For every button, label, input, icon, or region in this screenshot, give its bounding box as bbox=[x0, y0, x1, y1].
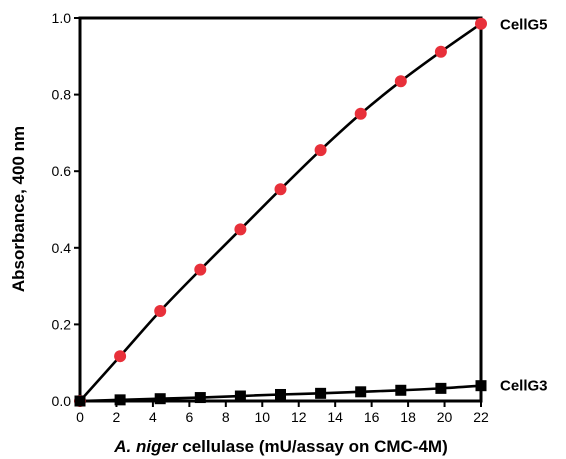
fit-curve-circles bbox=[79, 22, 482, 402]
data-point-square bbox=[194, 392, 206, 404]
plot-frame bbox=[78, 16, 483, 403]
y-tick-label: 0.0 bbox=[52, 393, 72, 409]
data-point-square bbox=[395, 384, 407, 396]
data-point-circle bbox=[114, 350, 127, 363]
series-labels-layer: CellG5 CellG3 bbox=[500, 17, 548, 395]
x-axis-title: A. niger cellulase (mU/assay on CMC-4M) bbox=[113, 437, 448, 456]
data-point-square bbox=[355, 386, 367, 398]
data-point-circle bbox=[475, 17, 487, 30]
data-point-circle bbox=[394, 75, 407, 88]
x-tick-label: 22 bbox=[473, 409, 489, 425]
x-tick-label: 2 bbox=[113, 409, 121, 425]
data-point-circle bbox=[274, 183, 287, 196]
data-point-square bbox=[114, 394, 126, 406]
plot-frame-layer bbox=[78, 16, 483, 403]
data-point-circle bbox=[434, 45, 447, 58]
data-point-circle bbox=[354, 107, 367, 120]
data-point-square bbox=[154, 393, 166, 405]
x-tick-label: 16 bbox=[364, 409, 380, 425]
data-point-square bbox=[234, 390, 246, 402]
data-point-circle bbox=[234, 223, 247, 236]
axis-ticks-layer: 0 2 4 6 8 10 12 14 16 18 20 22 0.0 0.2 0.4 0.6 0.8 1.0 bbox=[52, 10, 489, 425]
y-tick-label: 0.2 bbox=[52, 316, 72, 332]
data-point-square bbox=[475, 380, 487, 392]
series-label-circles: CellG5 bbox=[500, 17, 548, 34]
y-axis-title: Absorbance, 400 nm bbox=[9, 126, 28, 292]
y-tick-label: 0.6 bbox=[52, 163, 72, 179]
data-points-layer bbox=[74, 17, 487, 407]
x-tick-label: 4 bbox=[149, 409, 157, 425]
data-point-circle bbox=[154, 304, 167, 317]
y-tick-label: 0.8 bbox=[52, 87, 72, 103]
x-tick-label: 20 bbox=[437, 409, 453, 425]
fit-curves-layer bbox=[79, 22, 482, 403]
x-tick-label: 0 bbox=[76, 409, 84, 425]
x-tick-label: 10 bbox=[254, 409, 270, 425]
data-point-square bbox=[315, 387, 327, 399]
data-point-square bbox=[275, 388, 286, 400]
y-tick-label: 1.0 bbox=[52, 10, 72, 26]
x-axis-title-rest: cellulase (mU/assay on CMC-4M) bbox=[178, 437, 448, 456]
data-point-square bbox=[435, 382, 447, 394]
x-tick-label: 12 bbox=[291, 409, 307, 425]
x-tick-label: 18 bbox=[400, 409, 416, 425]
x-axis-title-italic: A. niger bbox=[113, 437, 179, 456]
data-point-circle bbox=[314, 144, 327, 157]
data-point-square bbox=[74, 395, 86, 407]
x-tick-label: 6 bbox=[185, 409, 193, 425]
series-label-squares: CellG3 bbox=[500, 378, 548, 395]
x-tick-label: 8 bbox=[222, 409, 230, 425]
data-point-circle bbox=[194, 263, 207, 276]
y-tick-label: 0.4 bbox=[52, 240, 72, 256]
x-tick-label: 14 bbox=[327, 409, 343, 425]
